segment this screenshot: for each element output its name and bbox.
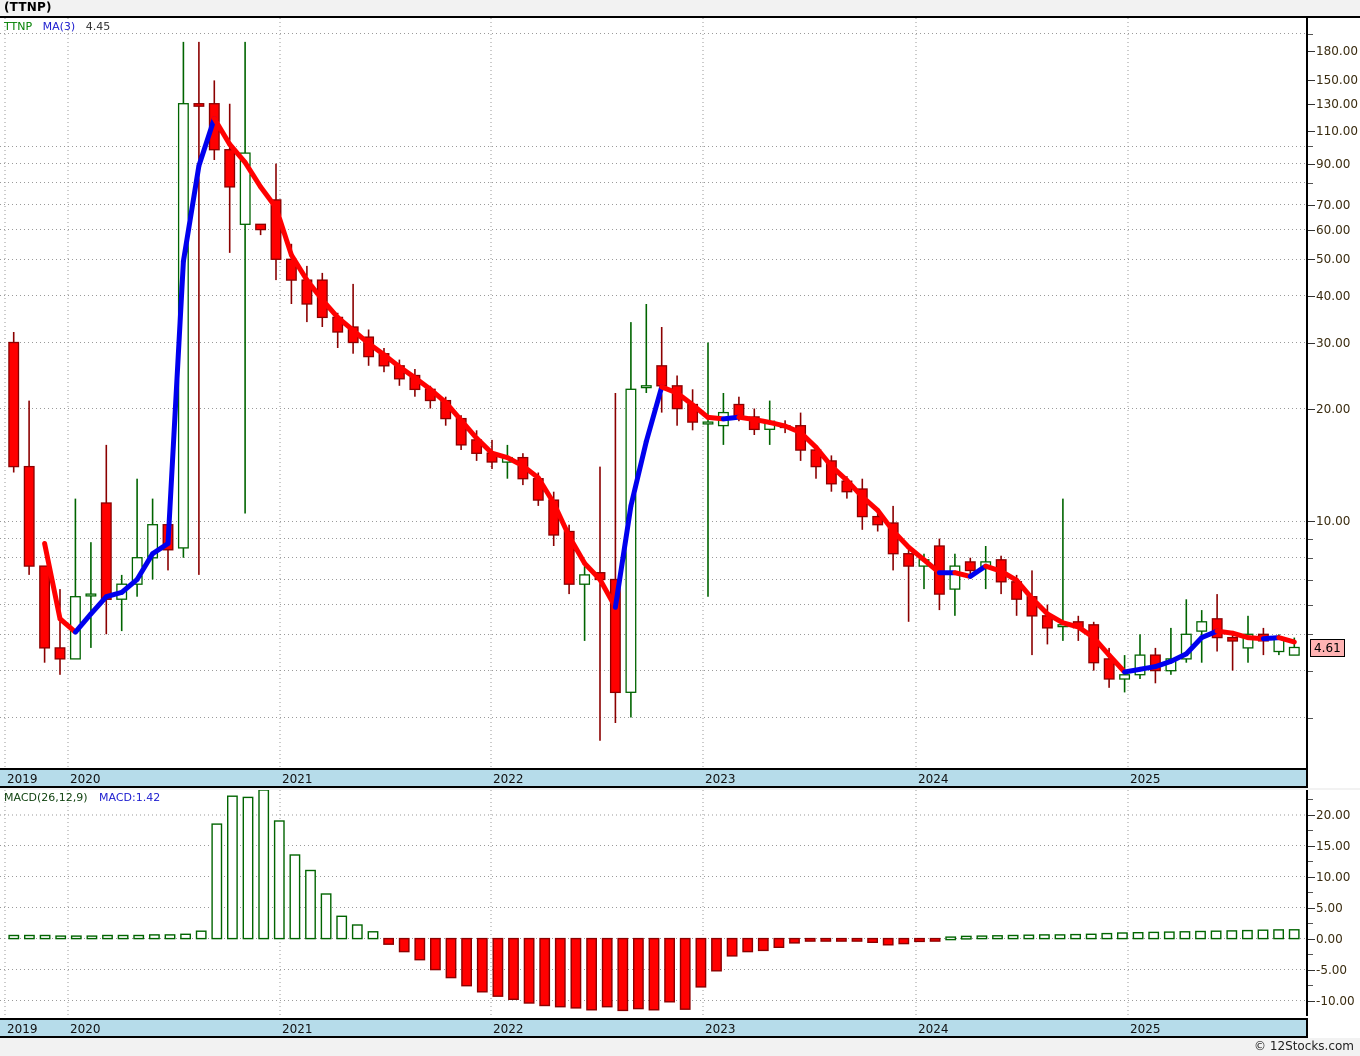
price-axis-minor-tick (1308, 33, 1313, 35)
macd-axis-tick (1308, 876, 1315, 878)
macd-axis-minor-tick (1308, 954, 1313, 956)
macd-axis-minor-tick (1308, 799, 1313, 801)
macd-axis-tick (1308, 845, 1315, 847)
macd-axis-tick (1308, 969, 1315, 971)
legend-symbol: TTNP (4, 20, 33, 33)
date-label-macd: 2020 (70, 1022, 101, 1036)
date-label-macd: 2023 (705, 1022, 736, 1036)
price-axis-tick (1308, 50, 1315, 52)
date-label-macd: 2025 (1130, 1022, 1161, 1036)
price-axis-label: 150.00 (1316, 73, 1358, 88)
macd-plot-area[interactable]: MACD(26,12,9) MACD:1.42 (0, 790, 1306, 1016)
date-label-price: 2020 (70, 772, 101, 786)
price-axis-tick (1308, 521, 1315, 523)
footer: © 12Stocks.com (0, 1038, 1360, 1056)
date-label-macd: 2022 (493, 1022, 524, 1036)
macd-y-axis: 20.00 15.00 10.00 5.00 0.00 -5.00 -10.00 (1306, 790, 1360, 1016)
macd-axis-label: 20.00 (1316, 807, 1351, 822)
price-axis-minor-tick (1308, 182, 1313, 184)
price-axis-tick (1308, 80, 1315, 82)
price-axis-tick (1308, 163, 1315, 165)
price-axis-minor-tick (1308, 557, 1313, 559)
price-axis-tick (1308, 103, 1315, 105)
macd-axis-minor-tick (1308, 830, 1313, 832)
macd-legend: MACD(26,12,9) MACD:1.42 (4, 791, 160, 804)
date-axis-macd: 2019 2020 2021 2022 2023 2024 2025 (0, 1018, 1306, 1038)
date-label-price: 2019 (7, 772, 38, 786)
last-price-flag: 4.61 (1310, 638, 1345, 657)
price-axis-minor-tick (1308, 634, 1313, 636)
page-title: (TTNP) (4, 0, 52, 14)
date-label-price: 2025 (1130, 772, 1161, 786)
price-axis-label: 110.00 (1316, 123, 1358, 138)
macd-axis-minor-tick (1308, 985, 1313, 986)
price-axis-label: 70.00 (1316, 197, 1351, 212)
price-axis-label: 180.00 (1316, 43, 1358, 58)
macd-panel: MACD(26,12,9) MACD:1.42 20.00 15.00 10.00 5… (0, 790, 1360, 1018)
legend-ma-label: MA(3) (42, 20, 76, 33)
price-y-axis: 180.00 150.00 130.00 110.00 90.00 70.00 60.00 5… (1306, 18, 1360, 768)
price-axis-label: 130.00 (1316, 96, 1358, 111)
price-axis-minor-tick (1308, 538, 1313, 540)
macd-axis-minor-tick (1308, 861, 1313, 863)
price-axis-label: 50.00 (1316, 252, 1351, 267)
date-label-macd: 2024 (918, 1022, 949, 1036)
price-panel: TTNP MA(3) 4.45 180.00 150.00 130.00 110.00… (0, 16, 1360, 768)
macd-axis-tick (1308, 1000, 1315, 1002)
date-label-price: 2023 (705, 772, 736, 786)
macd-axis-label: 15.00 (1316, 838, 1351, 853)
price-axis-tick (1308, 204, 1315, 206)
price-axis-tick (1308, 229, 1315, 231)
price-axis-minor-tick (1308, 604, 1313, 606)
price-axis-tick (1308, 342, 1315, 344)
macd-axis-label: -5.00 (1316, 962, 1348, 977)
macd-axis-tick (1308, 907, 1315, 909)
legend-ma-value: 4.45 (85, 20, 111, 33)
macd-axis-minor-tick (1308, 892, 1313, 894)
date-axis-price-cap (1306, 768, 1360, 788)
macd-axis-tick (1308, 938, 1315, 940)
price-plot-area[interactable]: TTNP MA(3) 4.45 (0, 18, 1306, 768)
copyright-credit: © 12Stocks.com (1254, 1039, 1354, 1053)
date-label-macd: 2019 (7, 1022, 38, 1036)
date-label-price: 2022 (493, 772, 524, 786)
macd-axis-label: 5.00 (1316, 900, 1343, 915)
date-axis-macd-cap (1306, 1018, 1360, 1038)
price-axis-label: 40.00 (1316, 288, 1351, 303)
macd-axis-tick (1308, 814, 1315, 816)
price-axis-minor-tick (1308, 717, 1313, 719)
date-label-price: 2024 (918, 772, 949, 786)
price-chart-svg (0, 18, 1306, 768)
price-axis-tick (1308, 408, 1315, 410)
price-axis-label: 90.00 (1316, 156, 1351, 171)
macd-chart-svg (0, 790, 1306, 1016)
price-axis-label: 20.00 (1316, 401, 1351, 416)
macd-legend-name: MACD(26,12,9) (4, 791, 88, 804)
macd-axis-minor-tick (1308, 923, 1313, 925)
price-axis-tick (1308, 295, 1315, 297)
price-legend: TTNP MA(3) 4.45 (4, 20, 110, 33)
price-axis-label: 30.00 (1316, 335, 1351, 350)
price-axis-label: 10.00 (1316, 514, 1351, 529)
price-axis-minor-tick (1308, 579, 1313, 581)
price-axis-minor-tick (1308, 670, 1313, 672)
macd-axis-label: 10.00 (1316, 869, 1351, 884)
macd-legend-value: MACD:1.42 (99, 791, 161, 804)
date-label-macd: 2021 (282, 1022, 313, 1036)
macd-axis-label: -10.00 (1316, 993, 1355, 1008)
date-axis-price: 2019 2020 2021 2022 2023 2024 2025 (0, 768, 1306, 788)
price-axis-tick (1308, 130, 1315, 132)
price-axis-minor-tick (1308, 146, 1313, 148)
macd-axis-label: 0.00 (1316, 931, 1343, 946)
price-axis-label: 60.00 (1316, 222, 1351, 237)
date-label-price: 2021 (282, 772, 313, 786)
price-axis-tick (1308, 259, 1315, 261)
title-bar: (TTNP) (0, 0, 1360, 16)
